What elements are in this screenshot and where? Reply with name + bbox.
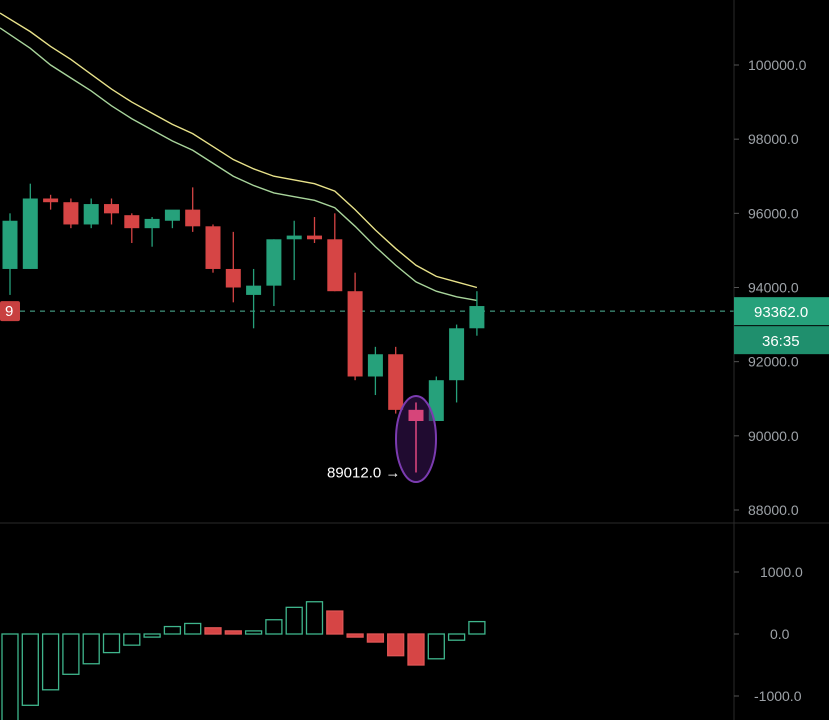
histogram-bar[interactable]: [326, 610, 344, 635]
candle-body: [83, 204, 99, 225]
candle[interactable]: [205, 224, 221, 273]
candle-body: [347, 291, 363, 377]
candle-body: [367, 354, 383, 377]
candle[interactable]: [449, 324, 465, 403]
candle[interactable]: [22, 183, 38, 269]
candle-body: [63, 202, 79, 225]
candle-body: [266, 239, 282, 286]
candle-body: [286, 235, 302, 240]
candle[interactable]: [2, 213, 18, 295]
left-price-marker: 9: [0, 301, 20, 322]
chart-overlay: 89012.0 → 9 93362.0 36:35: [0, 297, 829, 483]
candle[interactable]: [144, 217, 160, 247]
histogram-bar[interactable]: [447, 633, 466, 641]
candle-body: [307, 235, 322, 240]
candle-body: [449, 328, 465, 381]
histogram-bar[interactable]: [1, 633, 19, 720]
price-tick-label: 88000.0: [748, 502, 799, 518]
histogram-bar[interactable]: [62, 633, 80, 675]
candle-body: [246, 285, 262, 295]
price-tick-label: 100000.0: [748, 57, 807, 73]
histogram-bar[interactable]: [244, 630, 263, 635]
candle[interactable]: [225, 231, 241, 303]
candle[interactable]: [104, 198, 119, 225]
price-tick-label: 94000.0: [748, 280, 799, 296]
price-tick-label: 98000.0: [748, 131, 799, 147]
candle[interactable]: [388, 346, 404, 414]
osc-tick-label: 0.0: [770, 626, 790, 642]
candle-body: [2, 220, 18, 269]
candle-body: [164, 209, 180, 221]
price-pane[interactable]: [0, 12, 734, 473]
histogram-bar[interactable]: [224, 630, 242, 635]
candle-body: [43, 198, 59, 203]
histogram-bar[interactable]: [407, 633, 425, 666]
histogram-bar[interactable]: [346, 633, 364, 638]
candle[interactable]: [428, 376, 444, 422]
histogram-bar[interactable]: [285, 606, 303, 635]
candle[interactable]: [185, 187, 201, 232]
price-tick-label: 90000.0: [748, 428, 799, 444]
moving-average-line-2: [0, 27, 478, 302]
histogram-bar[interactable]: [366, 633, 385, 643]
current-price-tag-bg: [734, 297, 829, 326]
candle-body: [144, 218, 160, 229]
candle[interactable]: [124, 213, 140, 243]
candle-body: [469, 306, 485, 329]
candle-body: [104, 204, 119, 214]
candle[interactable]: [43, 194, 59, 210]
histogram-bar[interactable]: [102, 633, 121, 654]
candle[interactable]: [63, 198, 79, 229]
histogram-bar[interactable]: [82, 633, 100, 665]
candle-body: [124, 215, 140, 229]
countdown-tag-bg: [734, 326, 829, 355]
left-marker-bg: [0, 301, 20, 322]
candle[interactable]: [307, 217, 322, 243]
candle-body: [388, 354, 404, 410]
countdown-label: 36:35: [762, 333, 800, 350]
price-tick-label: 96000.0: [748, 205, 799, 221]
candle[interactable]: [327, 213, 343, 292]
candle[interactable]: [367, 346, 383, 396]
price-tick-label: 92000.0: [748, 354, 799, 370]
current-price-label: 93362.0: [754, 304, 808, 321]
candle-body: [428, 380, 444, 421]
osc-tick-label: -1000.0: [754, 688, 802, 704]
candle[interactable]: [164, 209, 180, 229]
candle[interactable]: [266, 239, 282, 307]
candle[interactable]: [246, 268, 262, 329]
candle[interactable]: [469, 291, 485, 336]
histogram-bar[interactable]: [387, 633, 405, 657]
histogram-bar[interactable]: [41, 633, 60, 691]
candle-body: [327, 239, 343, 292]
histogram-bar[interactable]: [305, 601, 324, 635]
low-price-annotation: 89012.0 →: [327, 464, 400, 481]
histogram-bar[interactable]: [265, 619, 283, 635]
left-marker-label: 9: [5, 303, 13, 320]
moving-average-line-1: [0, 12, 478, 289]
candle[interactable]: [347, 272, 363, 381]
candle[interactable]: [83, 198, 99, 229]
histogram-bar[interactable]: [143, 633, 161, 638]
histogram-bar[interactable]: [123, 633, 141, 646]
current-price-tag: 93362.0 36:35: [734, 297, 829, 355]
oscillator-pane[interactable]: [1, 601, 486, 720]
histogram-bar[interactable]: [204, 627, 222, 635]
candle-body: [22, 198, 38, 269]
histogram-bar[interactable]: [468, 620, 486, 635]
candle-body: [225, 268, 241, 288]
candle-body: [205, 226, 221, 269]
histogram-bar[interactable]: [427, 633, 445, 660]
candle[interactable]: [286, 220, 302, 281]
low-candle-body: [408, 409, 424, 421]
histogram-bar[interactable]: [163, 625, 182, 635]
histogram-bar[interactable]: [184, 622, 202, 635]
candle-body: [185, 209, 201, 227]
osc-tick-label: 1000.0: [760, 564, 803, 580]
histogram-bar[interactable]: [21, 633, 39, 706]
